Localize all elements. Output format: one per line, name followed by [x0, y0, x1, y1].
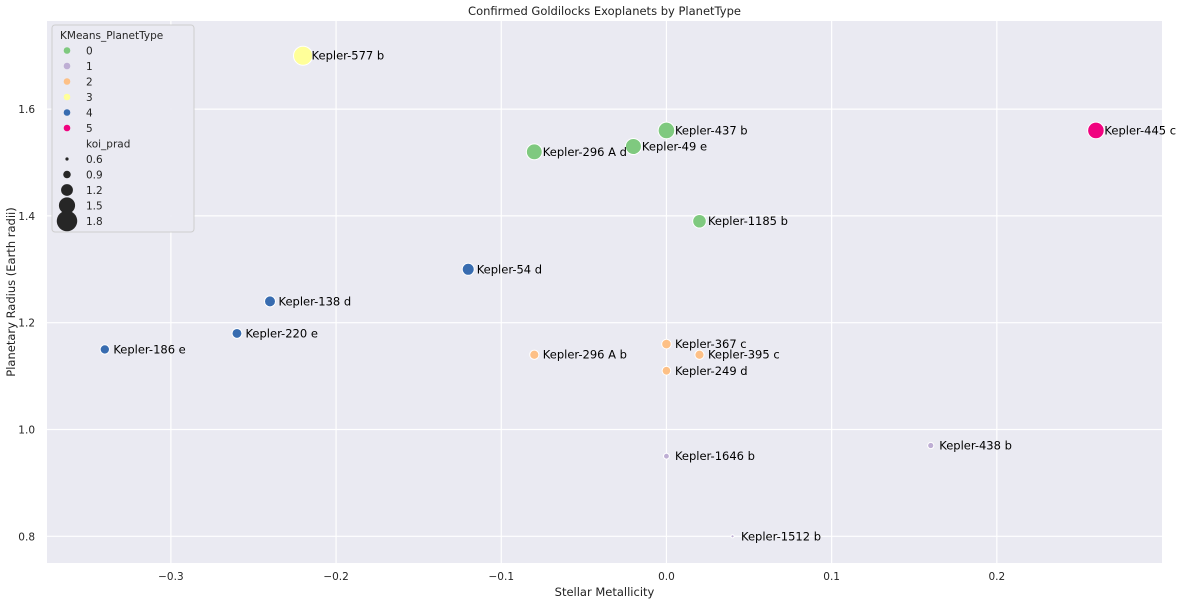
gridlines: [47, 21, 1162, 563]
legend-size-marker: [58, 197, 76, 214]
y-tick-label: 1.0: [18, 425, 35, 437]
y-axis-label: Planetary Radius (Earth radii): [4, 207, 18, 376]
legend-marker: [63, 93, 71, 101]
plot-area: [47, 21, 1162, 563]
data-point: [1087, 121, 1105, 140]
point-label: Kepler-1512 b: [741, 529, 821, 543]
legend-marker: [63, 62, 71, 70]
legend-size-marker: [65, 157, 69, 161]
legend-label: 1: [86, 61, 93, 73]
data-point: [663, 452, 670, 460]
point-label: Kepler-249 d: [675, 364, 748, 378]
x-tick-label: −0.1: [489, 571, 515, 583]
y-axis-ticks: 0.8 1.0 1.2 1.4 1.6: [18, 104, 35, 543]
legend-marker: [63, 78, 71, 85]
data-point: [661, 338, 672, 350]
x-axis-ticks: −0.3 −0.2 −0.1 0.0 0.1 0.2: [158, 571, 1005, 583]
point-label: Kepler-438 b: [939, 439, 1012, 453]
legend-label: 0.9: [86, 170, 103, 182]
chart-title: Confirmed Goldilocks Exoplanets by Plane…: [468, 4, 741, 18]
data-point: [529, 349, 540, 360]
legend-title-size: koi_prad: [86, 139, 130, 151]
data-point: [264, 295, 276, 308]
point-label: Kepler-186 e: [113, 342, 185, 356]
legend-label: 0.6: [86, 154, 103, 166]
x-tick-label: −0.3: [158, 571, 184, 583]
point-label: Kepler-54 d: [477, 262, 542, 276]
y-tick-label: 0.8: [18, 531, 35, 543]
data-point: [730, 534, 735, 539]
data-point: [525, 143, 543, 161]
point-label: Kepler-437 b: [675, 123, 748, 137]
data-point: [99, 344, 110, 355]
point-label: Kepler-395 c: [708, 348, 780, 362]
point-label: Kepler-296 A b: [543, 348, 627, 362]
legend-marker: [63, 124, 71, 132]
x-tick-label: −0.2: [323, 571, 349, 583]
legend-label: 0: [86, 46, 93, 58]
legend-label: 4: [86, 108, 93, 120]
point-label: Kepler-1646 b: [675, 449, 755, 463]
point-labels: Kepler-577 b Kepler-437 b Kepler-445 c Kepl…: [113, 49, 1176, 544]
legend-label: 3: [86, 92, 93, 104]
legend-label: 2: [86, 77, 93, 89]
point-label: Kepler-138 d: [279, 294, 352, 308]
x-tick-label: 0.2: [988, 571, 1005, 583]
y-tick-label: 1.6: [18, 104, 35, 116]
data-point: [293, 45, 314, 66]
legend-title-hue: KMeans_PlanetType: [60, 30, 163, 42]
point-label: Kepler-49 e: [642, 139, 707, 153]
point-label: Kepler-445 c: [1104, 123, 1176, 137]
point-label: Kepler-1185 b: [708, 214, 788, 228]
point-label: Kepler-296 A d: [543, 145, 627, 159]
data-point: [231, 327, 243, 339]
data-point: [624, 137, 642, 156]
x-tick-label: 0.1: [823, 571, 840, 583]
data-points: [99, 45, 1105, 539]
legend: KMeans_PlanetType 0 1 2 3 4 5 koi_prad 0.6 0.9 1.2…: [51, 24, 195, 233]
legend-marker: [63, 109, 71, 116]
data-point: [927, 441, 935, 450]
legend-box: [51, 24, 195, 233]
point-label: Kepler-220 e: [245, 326, 317, 340]
y-tick-label: 1.4: [18, 211, 35, 223]
y-tick-label: 1.2: [18, 318, 35, 330]
x-tick-label: 0.0: [658, 571, 675, 583]
data-point: [657, 121, 676, 140]
x-axis-label: Stellar Metallicity: [555, 585, 655, 599]
point-label: Kepler-367 c: [675, 337, 747, 351]
data-point: [694, 349, 705, 360]
legend-label: 1.8: [86, 216, 103, 228]
point-label: Kepler-577 b: [312, 49, 385, 63]
legend-label: 5: [86, 123, 93, 135]
legend-size-marker: [61, 184, 73, 196]
data-point: [661, 365, 672, 376]
data-point: [461, 262, 475, 276]
legend-size-marker: [56, 210, 78, 232]
legend-label: 1.2: [86, 185, 103, 197]
legend-label: 1.5: [86, 201, 103, 213]
legend-size-marker: [63, 170, 71, 179]
legend-marker: [63, 47, 71, 54]
data-point: [692, 213, 707, 229]
